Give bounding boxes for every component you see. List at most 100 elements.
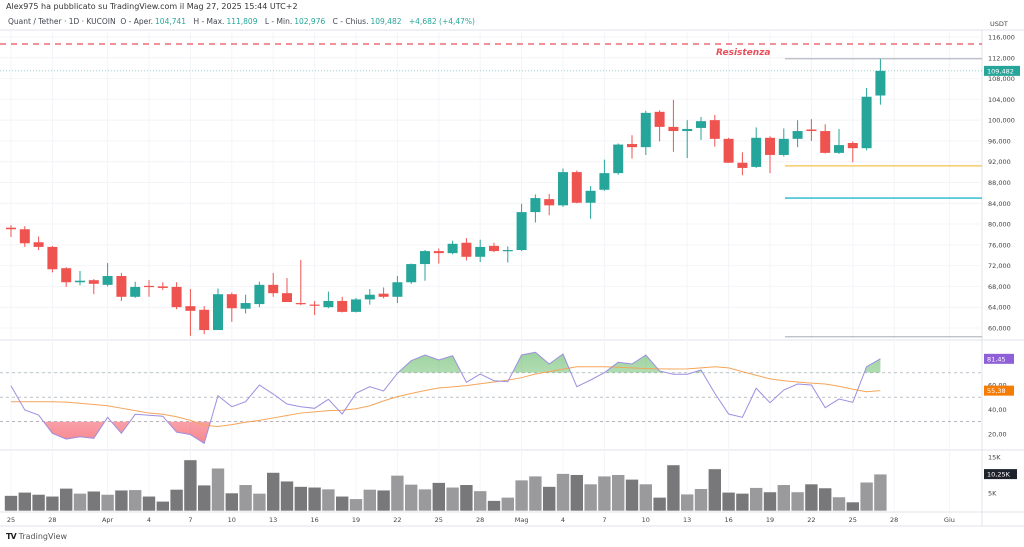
candle-up [213,294,223,331]
time-tick-label: 19 [352,516,360,524]
volume-bar [431,482,446,512]
close-value: 109,482 [370,17,402,26]
volume-bar [128,489,142,512]
volume-bar [17,491,32,512]
candle-down [185,306,196,311]
candle-up [861,96,872,149]
rsi-value-badge [984,353,1014,364]
candle-down [378,293,389,297]
last-price-label: 109,482 [987,67,1014,75]
volume-bar [528,475,543,512]
time-tick-label: 25 [849,516,857,524]
price-tick-label: 92,000 [988,158,1011,166]
volume-bar [473,490,488,512]
rsi-oversold-fill [11,421,881,444]
volume-bar [859,481,874,512]
candle-up [323,300,334,308]
volume-bar [4,495,18,512]
volume-bar [59,488,74,512]
volume-bar [721,491,736,512]
volume-bar [238,484,253,512]
volume-bar [87,490,101,512]
volume-bar [211,467,225,512]
volume-bar [459,484,474,512]
candle-up [240,303,251,309]
time-tick-label: 4 [147,516,151,524]
volume-bar [514,479,529,512]
candle-down [157,286,168,288]
candle-up [364,294,375,300]
volume-bar [583,483,598,512]
volume-bar [638,483,653,512]
candle-up [392,282,403,297]
candle-down [806,129,817,132]
volume-bar [225,492,239,512]
candle-down [433,251,444,254]
candle-down [282,293,292,302]
volume-bar [293,486,308,512]
volume-bar [45,495,60,512]
volume-bar [73,493,87,512]
symbol-name[interactable]: Quant / Tether · 1D · KUCOIN [8,17,116,26]
time-tick-label: 28 [48,516,56,524]
time-tick-label: 16 [724,516,732,524]
volume-tick-label: 15K [988,454,1001,462]
candle-up [447,243,458,254]
open-label: O - Aper. [120,17,154,26]
volume-bar [280,480,294,512]
time-tick-label: 22 [807,516,815,524]
volume-value-label: 10,25K [987,471,1011,479]
time-tick-label: 4 [561,516,565,524]
time-tick-label: 7 [602,516,606,524]
price-tick-label: 72,000 [988,262,1011,270]
rsi-ma-badge [984,385,1014,396]
volume-bar [818,487,833,512]
candle-up [530,198,541,213]
volume-bar [763,491,777,512]
volume-bar [832,496,846,512]
low-label: L - Min. [264,17,293,26]
candle-down [47,246,58,270]
volume-bar [597,475,612,512]
volume-bar [197,484,211,512]
high-value: 111,809 [226,17,258,26]
high-label: H - Max. [193,17,225,26]
volume-bar [500,497,515,512]
time-tick-label: 19 [766,516,774,524]
candle-up [778,138,789,155]
published-by-line: Alex975 ha pubblicato su TradingView.com… [6,2,298,11]
candle-up [475,246,486,257]
volume-bar [266,472,281,512]
candle-down [544,199,555,206]
price-tick-label: 68,000 [988,283,1011,291]
volume-bar [418,488,432,512]
price-unit-label: USDT [990,20,1008,28]
candle-down [144,285,154,288]
candle-up [102,276,113,285]
candle-down [847,142,858,149]
candle-up [599,173,610,190]
volume-bar [349,498,363,512]
price-tick-label: 108,000 [988,75,1015,83]
volume-bar [404,484,419,512]
candle-up [502,250,513,252]
price-tick-label: 100,000 [988,117,1015,125]
last-price-badge [984,65,1020,76]
volume-bar [542,486,557,512]
candle-down [737,162,748,168]
close-label: C - Chius. [332,17,369,26]
candle-down [765,137,775,155]
volume-bar [873,473,888,512]
tradingview-logo[interactable]: TV TradingView [6,532,67,541]
time-tick-label: 13 [269,516,277,524]
candle-down [88,280,99,284]
candle-down [116,276,127,297]
volume-bar [556,473,570,512]
candle-up [875,70,886,96]
time-tick-label: 10 [228,516,236,524]
candle-down [226,294,237,309]
symbol-legend: Quant / Tether · 1D · KUCOIN O - Aper. 10… [8,17,480,26]
price-tick-label: 104,000 [988,96,1015,104]
volume-bar [845,501,860,512]
